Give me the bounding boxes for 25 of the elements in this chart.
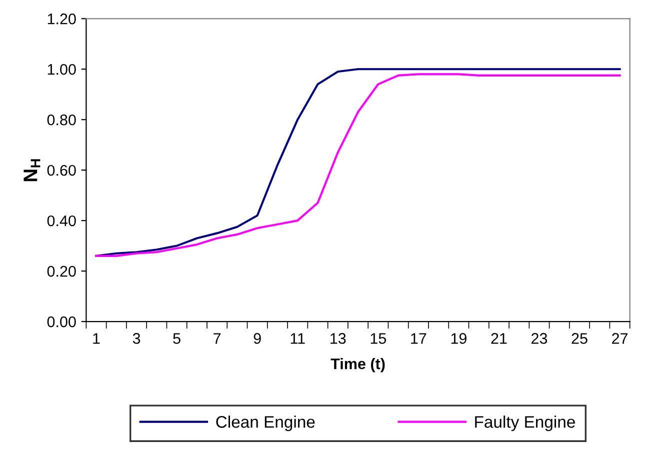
x-tick-label: 13 <box>330 333 346 344</box>
y-tick-label: 0.00 <box>47 316 76 328</box>
x-tick-label: 1 <box>93 333 100 344</box>
x-tick-label: 11 <box>290 333 305 344</box>
y-tick-label: 1.00 <box>48 64 76 75</box>
legend-label: Faulty Engine <box>475 416 575 432</box>
x-tick-label: 17 <box>411 333 426 344</box>
x-tick-label: 3 <box>132 333 140 344</box>
x-tick-label: 7 <box>214 333 221 344</box>
x-tick-label: 19 <box>451 333 466 344</box>
x-tick-label: 23 <box>532 333 548 344</box>
x-tick-label: 21 <box>491 333 507 344</box>
y-axis-title: N$_{H}$ <box>24 159 40 182</box>
y-tick-label: 0.80 <box>47 114 76 126</box>
x-tick-label: 5 <box>173 333 180 344</box>
y-tick-label: 1.20 <box>48 14 76 24</box>
x-tick-label: 15 <box>370 333 386 344</box>
legend-label: Clean Engine <box>216 416 315 432</box>
x-axis-title: Time (t) <box>330 358 385 372</box>
x-tick-label: 27 <box>612 333 628 344</box>
y-tick-label: 0.20 <box>47 266 76 277</box>
x-tick-label: 25 <box>572 333 588 344</box>
x-tick-label: 9 <box>254 333 261 344</box>
y-tick-label: 0.40 <box>47 215 76 226</box>
y-tick-label: 0.60 <box>47 164 76 176</box>
